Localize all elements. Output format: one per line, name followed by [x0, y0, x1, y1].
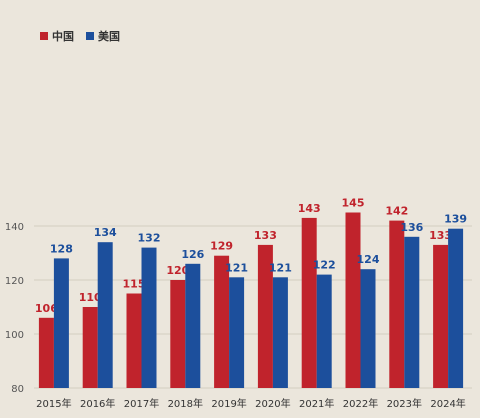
bar-china	[345, 212, 361, 388]
bar-china	[170, 280, 186, 388]
data-label: 121	[269, 261, 292, 274]
legend-item-usa: 美国	[86, 28, 120, 44]
bar-usa	[448, 228, 464, 388]
data-label: 121	[225, 261, 248, 274]
bar-usa	[404, 236, 420, 388]
data-label: 134	[94, 226, 117, 239]
data-label: 128	[50, 242, 73, 255]
x-tick-label: 2016年	[80, 397, 115, 410]
bar-china	[214, 255, 230, 388]
legend-item-china: 中国	[40, 28, 74, 44]
y-tick-label: 120	[5, 276, 24, 287]
bar-usa	[229, 277, 245, 388]
x-tick-label: 2024年	[430, 397, 465, 410]
x-tick-label: 2021年	[299, 397, 334, 410]
y-tick-label: 140	[5, 222, 24, 233]
x-tick-label: 2020年	[255, 397, 290, 410]
bar-china	[433, 244, 449, 388]
bar-china	[389, 220, 405, 388]
y-tick-label: 80	[11, 384, 24, 395]
bar-china	[38, 317, 54, 388]
legend-swatch-usa	[86, 32, 94, 40]
x-tick-label: 2018年	[168, 397, 203, 410]
x-tick-label: 2022年	[343, 397, 378, 410]
bar-usa	[272, 277, 288, 388]
data-label: 106	[35, 302, 58, 315]
data-label: 124	[357, 253, 380, 266]
bar-usa	[53, 258, 69, 388]
data-label: 143	[298, 202, 321, 215]
data-label: 142	[385, 205, 408, 218]
data-label: 129	[210, 240, 233, 253]
legend-label-usa: 美国	[98, 30, 120, 43]
legend: 中国 美国	[40, 28, 120, 44]
data-label: 126	[181, 248, 204, 261]
x-tick-label: 2019年	[211, 397, 246, 410]
bar-usa	[97, 242, 113, 388]
legend-label-china: 中国	[52, 30, 74, 43]
y-tick-label: 100	[5, 330, 24, 341]
data-label: 132	[138, 232, 161, 245]
bar-china	[82, 307, 98, 388]
bar-usa	[185, 263, 201, 388]
x-tick-label: 2017年	[124, 397, 159, 410]
data-label: 139	[444, 213, 467, 226]
data-label: 120	[166, 264, 189, 277]
x-tick-label: 2015年	[36, 397, 71, 410]
data-label: 115	[123, 278, 146, 291]
data-label: 110	[79, 291, 102, 304]
data-label: 133	[254, 229, 277, 242]
bar-china	[301, 217, 317, 388]
bar-usa	[360, 269, 376, 388]
bar-usa	[316, 274, 332, 388]
data-label: 133	[429, 229, 452, 242]
bar-china	[257, 244, 273, 388]
bar-usa	[141, 247, 157, 388]
x-tick-label: 2023年	[387, 397, 422, 410]
legend-swatch-china	[40, 32, 48, 40]
data-label: 136	[400, 221, 423, 234]
data-label: 122	[313, 259, 336, 272]
bar-china	[126, 293, 142, 388]
data-label: 145	[342, 197, 365, 210]
